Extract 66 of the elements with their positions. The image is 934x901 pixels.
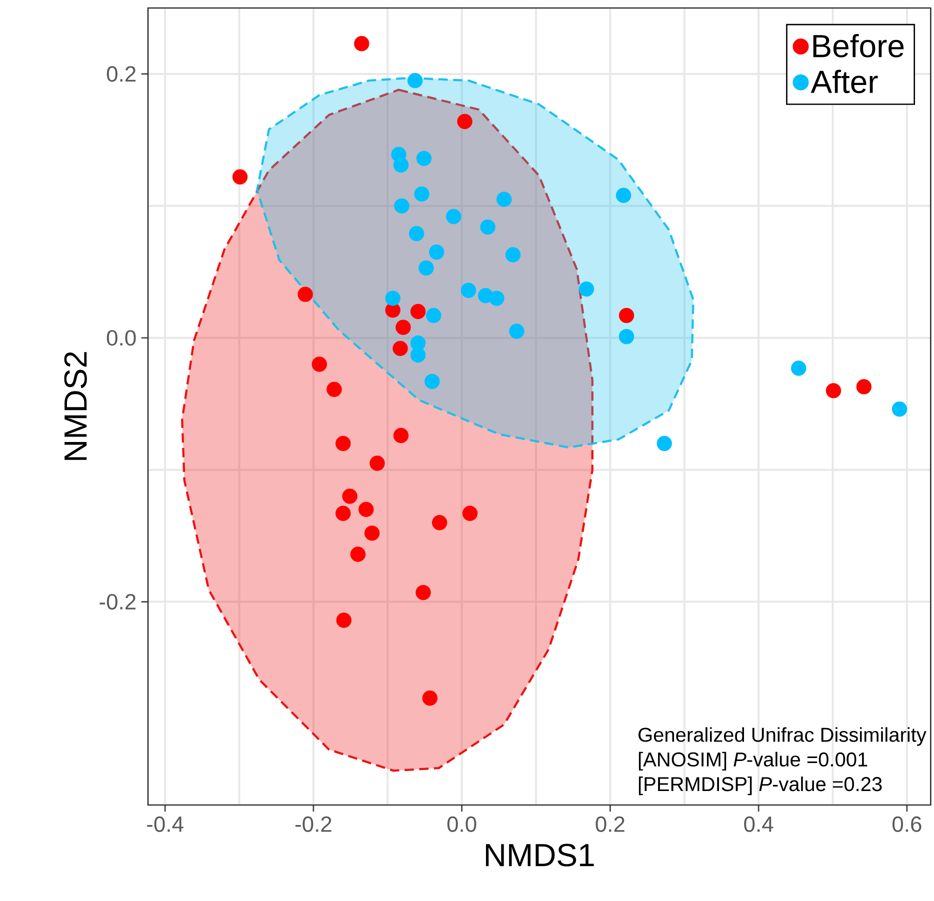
annotation: [ANOSIM] P-value =0.001 [638, 752, 868, 770]
point [370, 456, 385, 471]
point [578, 281, 594, 297]
x-tick-label: 0.0 [447, 816, 476, 832]
y-tick-label: 0.0 [106, 330, 136, 346]
point [856, 379, 872, 394]
point [394, 198, 410, 214]
point [416, 584, 431, 600]
point [414, 186, 430, 202]
x-tick-label: 0.4 [744, 816, 774, 832]
point [460, 282, 476, 298]
point [350, 546, 366, 562]
point [326, 382, 342, 397]
point [336, 506, 351, 521]
point [509, 324, 524, 339]
point [618, 308, 634, 324]
point [791, 360, 806, 376]
x-tick-label: 0.6 [892, 816, 922, 832]
point [408, 226, 424, 242]
point [432, 515, 448, 530]
point [656, 436, 672, 452]
point [298, 286, 313, 302]
point [364, 526, 380, 541]
point [393, 428, 409, 444]
point [489, 290, 504, 306]
y-tick-label: -0.2 [100, 594, 136, 610]
point [385, 290, 400, 306]
point [892, 402, 908, 417]
point [336, 436, 351, 452]
point [422, 690, 438, 706]
point [826, 383, 842, 398]
point [480, 219, 496, 235]
point [446, 208, 462, 224]
point [392, 340, 408, 356]
legend-label: After [810, 70, 878, 94]
x-tick-label: -0.2 [295, 816, 332, 832]
x-tick-label: 0.2 [596, 816, 624, 832]
point [354, 36, 370, 52]
point [358, 502, 374, 518]
point [342, 488, 358, 504]
point [462, 506, 478, 521]
point [410, 304, 426, 320]
y-axis-title: NMDS2 [64, 352, 87, 460]
annotation: [PERMDISP] P-value =0.23 [638, 776, 882, 796]
point [336, 612, 352, 628]
point [410, 347, 426, 363]
point [457, 114, 472, 130]
point [396, 320, 411, 335]
point [416, 150, 432, 166]
point [426, 308, 442, 324]
point [505, 247, 521, 262]
legend-label: Before [813, 34, 904, 58]
x-tick-label: -0.4 [147, 816, 184, 832]
point [407, 72, 423, 88]
point [496, 192, 512, 207]
x-axis-title: NMDS1 [486, 844, 594, 866]
y-tick-label: 0.2 [106, 66, 136, 82]
point [618, 328, 634, 344]
point [312, 356, 327, 372]
point [616, 188, 632, 203]
point [232, 169, 248, 184]
point [418, 260, 434, 276]
point [424, 374, 440, 390]
annotation: Generalized Unifrac Dissimilarity [638, 727, 926, 746]
point [428, 244, 444, 260]
point [393, 157, 409, 173]
